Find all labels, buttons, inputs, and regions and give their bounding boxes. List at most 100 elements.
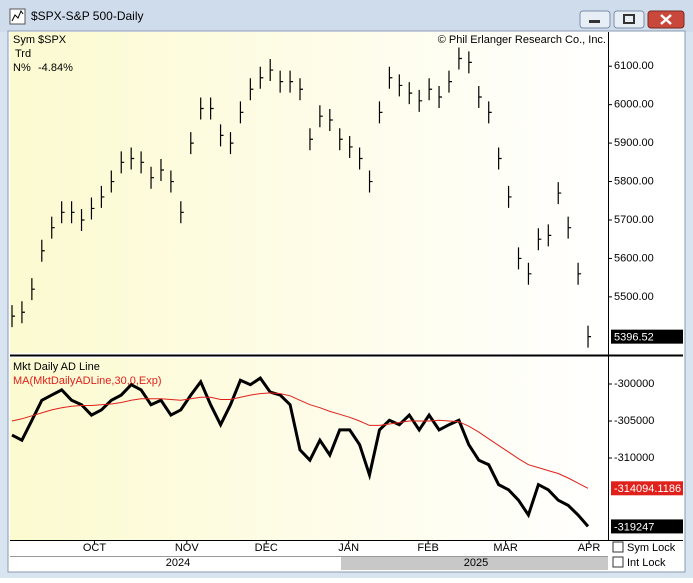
price-bar xyxy=(269,59,274,82)
info-trd: Trd xyxy=(15,48,31,60)
price-bar xyxy=(458,47,462,70)
price-bar xyxy=(368,170,373,193)
price-bar xyxy=(160,159,164,182)
y-tick-label: 5500.00 xyxy=(614,291,654,303)
series-line xyxy=(11,392,589,489)
window-title: $SPX-S&P 500-Daily xyxy=(31,9,144,23)
last-value-box xyxy=(611,519,683,534)
price-bar xyxy=(31,278,35,301)
last-value-label: -314094.1186 xyxy=(614,483,681,495)
int-lock-checkbox[interactable] xyxy=(612,556,624,568)
sym-lock-label: Sym Lock xyxy=(627,542,676,554)
price-bar xyxy=(567,216,572,239)
price-bar xyxy=(339,128,343,151)
price-bar xyxy=(517,247,522,270)
last-value-box xyxy=(611,481,683,496)
y-tick-label: -300000 xyxy=(614,378,654,390)
maximize-glyph xyxy=(623,14,635,24)
x-tick-label: FEB xyxy=(417,542,438,554)
price-bar xyxy=(309,128,313,151)
info-sym: $SPX xyxy=(38,34,67,46)
title-bar xyxy=(0,0,693,32)
price-bar xyxy=(51,216,55,239)
y-tick-label: 5600.00 xyxy=(614,252,654,264)
price-bar xyxy=(468,51,472,74)
price-bar xyxy=(259,66,264,89)
x-tick-label: APR xyxy=(578,542,601,554)
x-tick-label: NOV xyxy=(175,542,200,554)
price-bar xyxy=(537,228,542,251)
y-tick-label: -310000 xyxy=(614,452,654,464)
info-n-value: -4.84% xyxy=(38,62,73,74)
year-label: 2025 xyxy=(464,557,488,569)
price-bar xyxy=(239,101,244,124)
price-bar xyxy=(150,166,155,189)
price-bar xyxy=(488,101,492,124)
price-bar xyxy=(359,147,363,170)
last-value-label: 5396.52 xyxy=(614,332,654,344)
price-bar xyxy=(448,70,452,93)
price-bar xyxy=(200,97,204,120)
price-bar xyxy=(210,97,214,120)
y-tick-label: 5900.00 xyxy=(614,137,654,149)
price-bar xyxy=(478,85,482,108)
maximize-button[interactable] xyxy=(613,10,645,29)
last-value-box xyxy=(611,329,683,344)
price-bar xyxy=(90,197,95,220)
price-bar xyxy=(80,208,85,231)
price-bar xyxy=(41,239,45,262)
price-bar xyxy=(170,170,174,193)
price-bar xyxy=(289,70,294,93)
minimize-glyph xyxy=(589,20,600,23)
price-bar xyxy=(70,201,75,224)
price-bar xyxy=(299,78,304,101)
close-glyph xyxy=(660,14,672,25)
price-bar xyxy=(100,185,105,208)
price-bar xyxy=(547,224,552,247)
info-n-label: N% xyxy=(13,62,31,74)
price-bar xyxy=(229,132,234,155)
app-icon-glyph xyxy=(11,9,24,22)
price-bar xyxy=(319,105,323,128)
y-tick-label: -305000 xyxy=(614,415,654,427)
price-bar xyxy=(329,109,333,132)
sym-lock-checkbox[interactable] xyxy=(612,541,624,553)
price-pane xyxy=(10,32,608,353)
y-tick-label: 5800.00 xyxy=(614,175,654,187)
price-bar xyxy=(279,70,284,93)
price-bar xyxy=(388,66,393,89)
int-lock-label: Int Lock xyxy=(627,557,666,569)
price-bar xyxy=(428,78,433,101)
series-line xyxy=(11,376,590,528)
copyright: © Phil Erlanger Research Co., Inc. xyxy=(438,34,606,46)
price-bar xyxy=(398,74,403,97)
price-bar xyxy=(557,182,562,205)
price-bar xyxy=(378,101,383,124)
minimize-button[interactable] xyxy=(579,10,611,29)
price-bar xyxy=(21,301,25,324)
price-bar xyxy=(130,147,135,170)
price-bar xyxy=(418,89,423,112)
year-label: 2024 xyxy=(166,557,190,569)
price-bar xyxy=(180,201,184,224)
price-bar xyxy=(438,85,443,108)
y-tick-label: 6000.00 xyxy=(614,99,654,111)
price-bar xyxy=(110,170,115,193)
price-bar xyxy=(498,147,502,170)
price-bar xyxy=(11,305,15,328)
app-icon xyxy=(9,8,26,25)
x-tick-label: DEC xyxy=(255,542,278,554)
info-sym-label: Sym xyxy=(13,34,35,46)
price-bar xyxy=(408,82,413,105)
ad-pane xyxy=(10,358,608,540)
legend-ad: Mkt Daily AD Line xyxy=(13,361,100,373)
price-bar xyxy=(120,151,125,174)
x-tick-label: JAN xyxy=(338,542,359,554)
price-bar xyxy=(507,185,512,208)
price-bar xyxy=(249,78,254,101)
x-tick-label: MAR xyxy=(493,542,518,554)
y-tick-label: 6100.00 xyxy=(614,60,654,72)
last-value-label: -319247 xyxy=(614,521,654,533)
